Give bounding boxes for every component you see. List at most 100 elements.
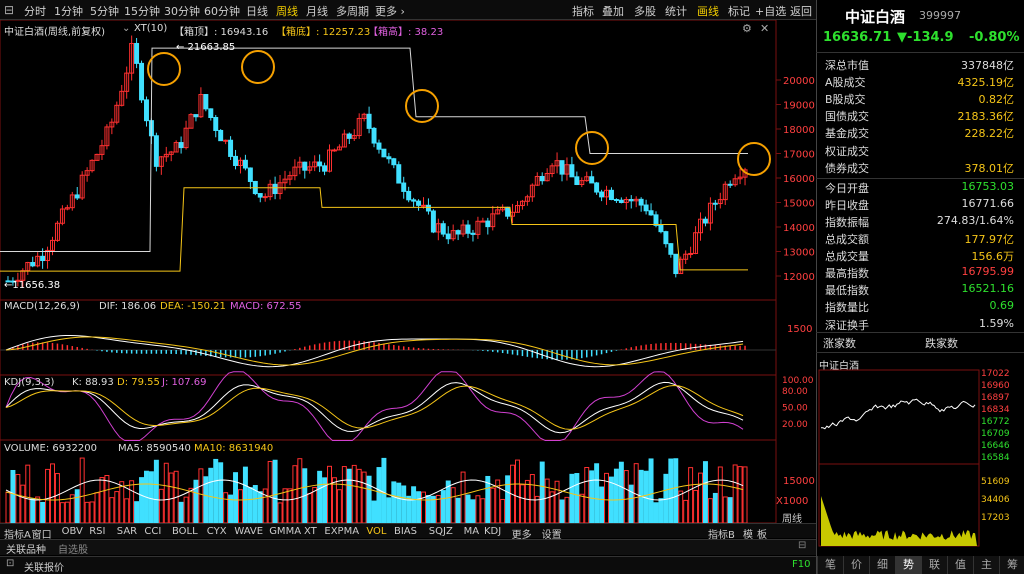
kdj-j: J: 107.69 [162, 377, 207, 388]
tab-30min[interactable]: 30分钟 [164, 5, 200, 18]
volume-bar [203, 476, 209, 524]
candle-body [119, 90, 125, 106]
volume-bar [69, 494, 75, 524]
indicator-tab-16[interactable]: KDJ [484, 526, 502, 537]
candle-body [237, 159, 243, 166]
candle-body [524, 196, 530, 202]
indicator-tab-0[interactable]: 指标A [4, 530, 31, 541]
box-top-label: 【箱顶】: 16943.16 [174, 27, 269, 38]
indicator-tab-6[interactable]: BOLL [172, 526, 198, 537]
indicator-tab-7[interactable]: CYX [206, 526, 227, 537]
quote-tab-1[interactable]: 价 [843, 556, 869, 574]
volume-bar [742, 466, 748, 524]
highlight-circle-4 [737, 142, 771, 176]
candle-body [584, 176, 590, 182]
candle-body [549, 165, 555, 174]
tab-more[interactable]: 更多 › [375, 5, 405, 18]
tab-weekly[interactable]: 周线 [276, 5, 298, 18]
volume-bar [74, 489, 80, 524]
btn-mark[interactable]: 标记 [728, 5, 750, 18]
candle-body [440, 223, 446, 235]
tab-mo[interactable]: 模 [743, 530, 753, 541]
quote-tab-5[interactable]: 值 [947, 556, 973, 574]
volume-bar [59, 502, 65, 524]
quote-tab-2[interactable]: 细 [869, 556, 895, 574]
panel-toggle-icon[interactable]: ⊟ [4, 3, 15, 17]
kdj-title: KDJ(9,3,3) [4, 377, 55, 388]
volume-bar [401, 485, 407, 524]
intraday-mini-chart[interactable]: 17022 16960 16897 16834 16772 16709 16646 16584… [817, 368, 1024, 556]
indicator-tab-10[interactable]: XT [304, 526, 317, 537]
quote-tab-7[interactable]: 筹 [999, 556, 1024, 574]
chevron-down-icon[interactable]: ⌄ [122, 23, 131, 34]
tab-monthly[interactable]: 月线 [306, 5, 328, 18]
volume-bar [237, 489, 243, 524]
kdj-d-line [5, 384, 744, 430]
indicator-tab-14[interactable]: SQJZ [428, 526, 453, 537]
btn-draw-line[interactable]: 画线 [697, 5, 719, 18]
volume-bar [698, 472, 703, 524]
candle-body [470, 232, 476, 235]
close-icon[interactable]: ✕ [760, 22, 770, 35]
volume-bar [213, 458, 219, 524]
quote-tab-0[interactable]: 笔 [817, 556, 843, 574]
volume-bar [515, 459, 520, 524]
volume-bar [64, 501, 70, 524]
btn-overlay[interactable]: 叠加 [602, 5, 624, 18]
volume-bar [574, 473, 580, 524]
candle-body [312, 161, 318, 168]
f10-button[interactable]: F10 [792, 559, 811, 570]
btn-indicator[interactable]: 指标 [572, 5, 594, 18]
volume-bar [475, 495, 481, 524]
indicator-tab-11[interactable]: EXPMA [324, 526, 360, 537]
candle-body [104, 126, 110, 147]
indicator-tab-17[interactable]: 更多 [511, 530, 532, 541]
collapse-icon[interactable]: ⊟ [798, 540, 807, 551]
volume-bar [94, 492, 100, 524]
indicator-tab-13[interactable]: BIAS [394, 526, 417, 537]
tab-ban[interactable]: 板 [757, 530, 767, 541]
indicator-tab-15[interactable]: MA [463, 526, 480, 537]
close-panel-icon[interactable]: ⊡ [6, 558, 15, 569]
indicator-tab-9[interactable]: GMMA [269, 526, 302, 537]
volume-bar [653, 502, 659, 524]
indicator-tab-5[interactable]: CCI [144, 526, 162, 537]
indicator-tab-2[interactable]: OBV [61, 526, 83, 537]
btn-back[interactable]: 返回 [790, 5, 812, 18]
indicator-tab-1[interactable]: 窗口 [31, 530, 52, 541]
tab-fenshi[interactable]: 分时 [24, 5, 46, 18]
tab-watchlist[interactable]: 自选股 [58, 545, 88, 556]
quote-tab-6[interactable]: 主 [973, 556, 999, 574]
period-toolbar: ⊟ 分时 1分钟 5分钟 15分钟 30分钟 60分钟 日线 周线 月线 多周期… [0, 0, 816, 20]
indicator-tab-18[interactable]: 设置 [541, 530, 562, 541]
tab-related-instruments[interactable]: 关联品种 [6, 545, 46, 556]
volume-bar [524, 479, 530, 524]
macd-y-tick: 1500 [787, 324, 812, 335]
indicator-tab-4[interactable]: SAR [116, 526, 138, 537]
indicator-tab-8[interactable]: WAVE [234, 526, 264, 537]
candle-body [114, 104, 120, 123]
btn-stats[interactable]: 统计 [665, 5, 687, 18]
kline-chart[interactable]: 20000 19000 18000 17000 16000 15000 14000 13000… [0, 20, 816, 526]
tab-1min[interactable]: 1分钟 [54, 5, 83, 18]
volume-bar [218, 462, 224, 524]
tab-5min[interactable]: 5分钟 [90, 5, 119, 18]
volume-bar [495, 479, 501, 524]
quote-label-12: 最高指数 [825, 267, 869, 281]
btn-multi-stock[interactable]: 多股 [634, 5, 656, 18]
tab-indicator-b[interactable]: 指标B [708, 530, 735, 541]
btn-add-watchlist[interactable]: +自选 [755, 5, 787, 18]
volume-bar [30, 498, 36, 524]
volume-bar [277, 502, 283, 524]
indicator-tab-3[interactable]: RSI [89, 526, 106, 537]
quote-tab-3[interactable]: 势 [895, 556, 921, 574]
settings-icon[interactable]: ⚙ [742, 22, 752, 35]
tab-multi-period[interactable]: 多周期 [336, 5, 369, 18]
chart-frame [0, 20, 777, 526]
tab-15min[interactable]: 15分钟 [124, 5, 160, 18]
tab-daily[interactable]: 日线 [246, 5, 268, 18]
indicator-tab-12[interactable]: VOL [366, 526, 387, 537]
tab-60min[interactable]: 60分钟 [204, 5, 240, 18]
quote-tab-4[interactable]: 联 [921, 556, 947, 574]
